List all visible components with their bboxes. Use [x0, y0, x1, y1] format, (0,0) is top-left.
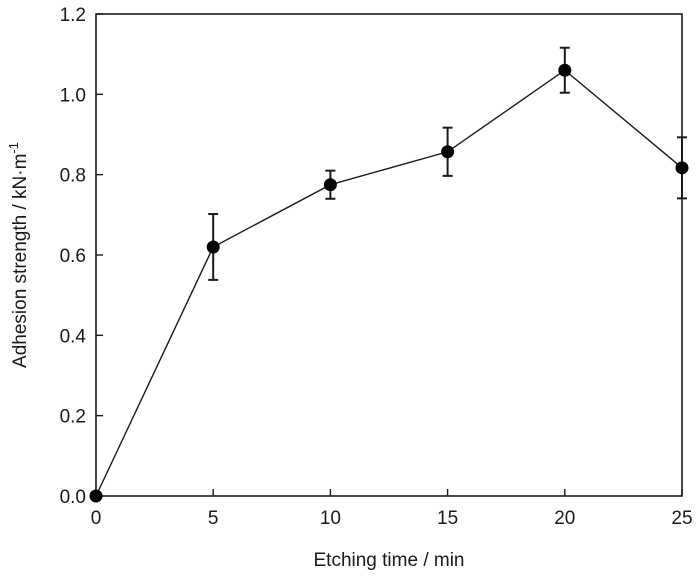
y-ticks: 0.0 0.2 0.4 0.6 0.8 1.0 1.2	[60, 5, 103, 508]
y-tick-label: 0.8	[60, 166, 86, 187]
x-tick-label: 20	[554, 508, 575, 529]
x-ticks: 0 5 10 15 20 25	[91, 489, 693, 529]
x-tick-label: 5	[208, 508, 219, 529]
y-tick-label: 0.6	[60, 246, 86, 267]
data-point	[323, 178, 337, 192]
y-axis-title-superscript: -1	[6, 142, 21, 154]
data-point	[89, 489, 103, 503]
y-tick-label: 1.0	[60, 85, 86, 106]
data-point	[441, 145, 455, 159]
x-tick-label: 10	[320, 508, 341, 529]
x-tick-label: 0	[91, 508, 102, 529]
data-point	[206, 240, 220, 254]
plot-frame	[95, 13, 683, 497]
plot-border	[95, 13, 683, 497]
y-tick-label: 0.4	[60, 326, 87, 347]
y-axis-title: Adhesion strength / kN·m-1	[6, 142, 31, 368]
y-axis-title-main: Adhesion strength / kN·m	[10, 154, 31, 368]
data-series	[89, 46, 689, 503]
data-point	[675, 161, 689, 175]
x-tick-label: 25	[671, 508, 692, 529]
y-tick-label: 1.2	[60, 5, 86, 26]
data-point	[558, 63, 572, 77]
series-line	[95, 69, 683, 497]
x-tick-label: 15	[437, 508, 458, 529]
x-axis-title: Etching time / min	[314, 550, 465, 571]
y-tick-label: 0.2	[60, 407, 86, 428]
y-tick-label: 0.0	[60, 487, 86, 508]
